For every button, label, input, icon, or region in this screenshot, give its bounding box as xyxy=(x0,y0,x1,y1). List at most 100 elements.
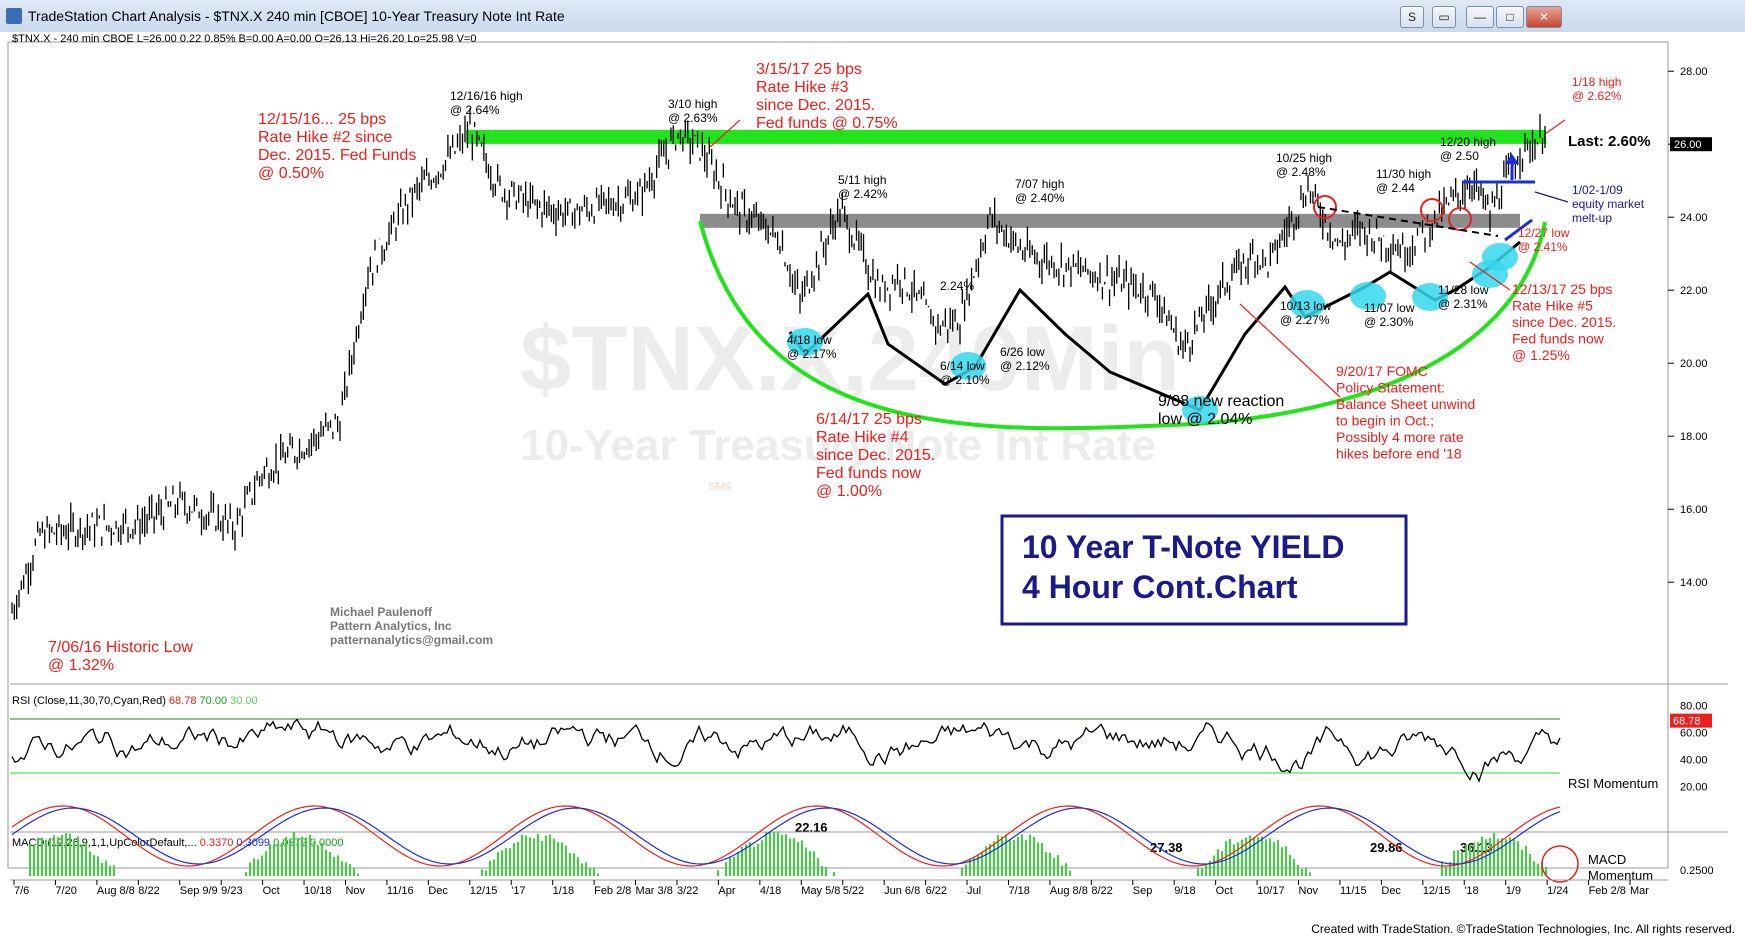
rsi-low-label: 27.38 xyxy=(1150,840,1183,855)
x-tick-label: Feb 2/8 xyxy=(594,885,631,897)
annotation-line: since Dec. 2015. xyxy=(756,97,875,114)
red-high-marker xyxy=(1313,195,1337,219)
annotation-line: @ 2.44 xyxy=(1376,181,1415,195)
annotation-line: 12/27 low xyxy=(1518,226,1570,240)
leader-line xyxy=(1469,261,1511,291)
x-tick-label: May 5/8 xyxy=(801,885,840,897)
annotation-line: Fed funds now xyxy=(816,465,921,482)
annotation-line: @ 2.10% xyxy=(940,373,990,387)
annotation-low-1013: 10/13 low@ 2.27% xyxy=(1280,299,1332,327)
title-bar: TradeStation Chart Analysis - $TNX.X 240… xyxy=(0,0,1745,33)
annotation-low-1107: 11/07 low@ 2.30% xyxy=(1364,301,1415,329)
annotation-line: @ 1.25% xyxy=(1512,347,1570,363)
rsi-tick-label: 40.00 xyxy=(1680,755,1708,767)
y-tick-label: 28.00 xyxy=(1680,66,1708,78)
x-tick-label: 7/20 xyxy=(55,885,76,897)
x-tick-label: 12/15 xyxy=(470,885,498,897)
rsi-title: RSI Momentum xyxy=(1568,776,1658,791)
x-tick-label: 9/18 xyxy=(1174,885,1195,897)
annotation-line: Dec. 2015. Fed Funds xyxy=(258,147,416,164)
annotation-high-0707: 7/07 high@ 2.40% xyxy=(1015,177,1065,205)
y-tick-label: 16.00 xyxy=(1680,504,1708,516)
annotation-line: 5/11 high xyxy=(838,173,887,187)
cyan-low-marker xyxy=(1482,243,1518,271)
x-tick-label: 4/18 xyxy=(760,885,781,897)
title-box xyxy=(1000,514,1408,626)
annotation-line: @ 2.41% xyxy=(1518,240,1568,254)
dashed-trendline xyxy=(1317,206,1499,237)
annotation-line: @ 1.00% xyxy=(816,483,882,500)
annotation-line: hikes before end '18 xyxy=(1336,446,1462,462)
author-name: Michael Paulenoff xyxy=(330,605,433,619)
annotation-high-0511: 5/11 high@ 2.42% xyxy=(838,173,888,201)
rsi-tag-text: 68.78 xyxy=(1673,716,1701,728)
rsi-tag xyxy=(1670,713,1712,728)
minimize-button[interactable]: — xyxy=(1466,6,1494,28)
x-tick-label: Aug 8/8 xyxy=(1050,885,1088,897)
leader-line xyxy=(1239,303,1341,398)
annotation-line: since Dec. 2015. xyxy=(1512,314,1616,330)
annotation-line: 12/15/16... 25 bps xyxy=(258,111,386,128)
x-tick-label: 12/15 xyxy=(1423,885,1451,897)
macd-signal-line xyxy=(11,807,1561,865)
annotation-low-0614: 6/14 low@ 2.10% xyxy=(940,359,990,387)
maximize-button[interactable]: □ xyxy=(1496,6,1524,28)
app-icon xyxy=(6,8,22,24)
x-tick-label: Jul xyxy=(967,885,981,897)
annotation-line: @ 2.17% xyxy=(787,347,837,361)
s-button[interactable]: S xyxy=(1400,6,1424,28)
resistance-band xyxy=(466,129,1546,144)
close-button[interactable]: ✕ xyxy=(1526,6,1562,28)
annotation-line: low @ 2.04% xyxy=(1158,411,1253,428)
x-tick-label: Aug 8/8 xyxy=(97,885,135,897)
x-tick-label: 7/6 xyxy=(14,885,29,897)
annotation-line: 9/08 new reaction xyxy=(1158,393,1284,410)
annotation-line: @ 2.40% xyxy=(1015,191,1065,205)
x-tick-label: Oct xyxy=(263,885,280,897)
title-box-line1: 10 Year T-Note YIELD xyxy=(1022,529,1345,565)
rsi-line xyxy=(11,718,1561,783)
cyan-low-marker xyxy=(1182,396,1218,424)
header-info: $TNX.X - 240 min CBOE L=26.00 0.22 0.85%… xyxy=(12,33,476,45)
cyan-low-marker xyxy=(1289,290,1325,318)
annotation-line: 6/14/17 25 bps xyxy=(816,411,922,428)
author-email: patternanalytics@gmail.com xyxy=(330,633,493,647)
annotation-line: Fed funds now xyxy=(1512,331,1605,347)
annotation-line: Fed funds @ 0.75% xyxy=(756,115,898,132)
annotation-line: 7/07 high xyxy=(1015,177,1064,191)
macd-circle-marker xyxy=(1541,845,1579,883)
x-tick-label: 1/18 xyxy=(553,885,574,897)
annotation-line: 1/02-1/09 xyxy=(1572,183,1623,197)
x-tick-label: 8/22 xyxy=(138,885,159,897)
annotation-line: @ 2.27% xyxy=(1280,313,1330,327)
annotation-low-0626: 6/26 low@ 2.12% xyxy=(1000,345,1050,373)
annotation-line: @ 2.31% xyxy=(1438,297,1488,311)
annotation-line: 6/14 low xyxy=(940,359,985,373)
watermark-symbol: $TNX.X,240Min xyxy=(520,308,1180,410)
macd-title-2: Momentum xyxy=(1588,868,1653,883)
x-tick-label: '17 xyxy=(511,885,525,897)
annotation-line: 3/10 high xyxy=(668,97,717,111)
rsi-tick-label: 80.00 xyxy=(1680,701,1708,713)
plot-frame xyxy=(7,41,1669,869)
annotation-line: 10/13 low xyxy=(1280,299,1332,313)
annotation-line: @ 2.48% xyxy=(1276,165,1326,179)
rsi-low-label: 29.86 xyxy=(1370,840,1403,855)
y-tick-label: 14.00 xyxy=(1680,577,1708,589)
y-tick-label: 22.00 xyxy=(1680,285,1708,297)
annotation-line: since Dec. 2015. xyxy=(816,447,935,464)
x-tick-label: 11/16 xyxy=(387,885,414,897)
leader-line xyxy=(709,119,741,148)
restore-icon[interactable]: ▭ xyxy=(1432,6,1456,28)
x-tick-label: 9/23 xyxy=(221,885,242,897)
annotation-line: 3/15/17 25 bps xyxy=(756,61,862,78)
annotation-line: @ 2.42% xyxy=(838,187,888,201)
annotation-high-0614: 2.24% xyxy=(940,279,974,293)
annotation-line: Possibly 4 more rate xyxy=(1336,429,1464,445)
footer-credit: Created with TradeStation. ©TradeStation… xyxy=(1311,922,1735,936)
annotation-line: @ 2.63% xyxy=(668,111,718,125)
